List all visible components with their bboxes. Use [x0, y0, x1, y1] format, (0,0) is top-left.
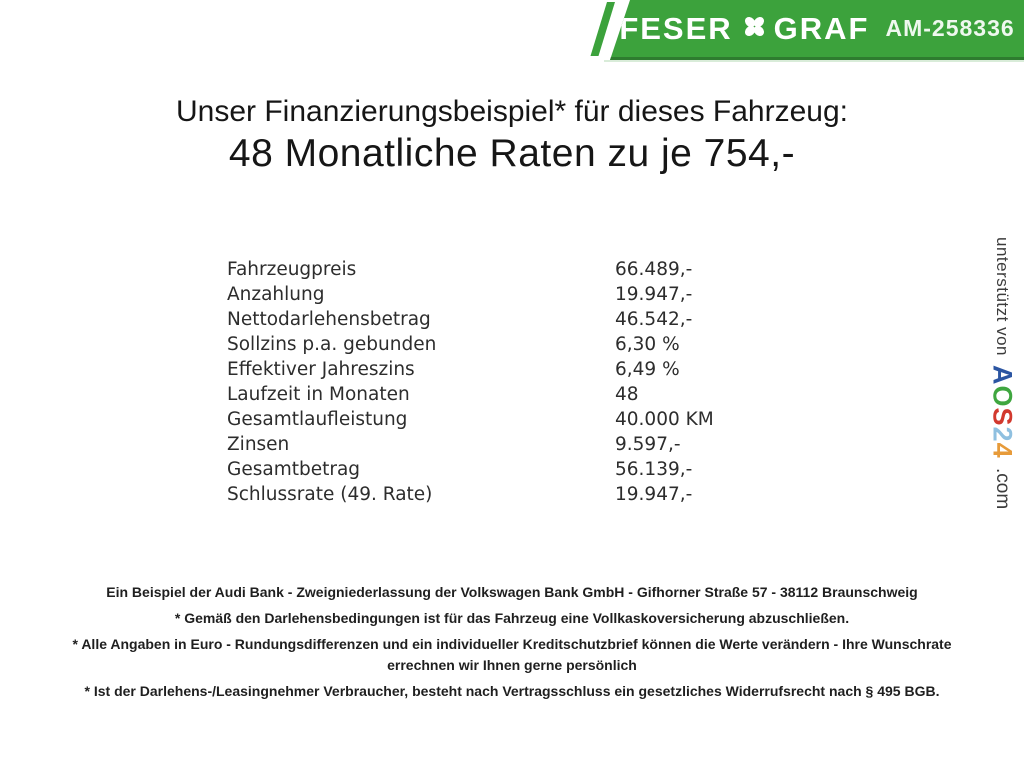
table-row: Gesamtlaufleistung 40.000 KM: [227, 407, 714, 432]
row-label: Sollzins p.a. gebunden: [227, 334, 437, 355]
financing-table-body: Fahrzeugpreis 66.489,- Anzahlung 19.947,- Ne…: [227, 257, 714, 507]
row-label: Gesamtbetrag: [227, 459, 361, 480]
table-row: Laufzeit in Monaten 48: [227, 382, 714, 407]
row-label: Fahrzeugpreis: [227, 259, 357, 280]
row-value: 56.139,-: [615, 459, 693, 480]
row-label: Gesamtlaufleistung: [227, 409, 408, 430]
headline: Unser Finanzierungsbeispiel* für dieses …: [0, 93, 1024, 175]
table-row: Schlussrate (49. Rate) 19.947,-: [227, 482, 714, 507]
logo-letter: 2: [987, 426, 1018, 443]
row-value: 19.947,-: [615, 284, 693, 305]
row-value: 46.542,-: [615, 309, 693, 330]
table-row: Fahrzeugpreis 66.489,-: [227, 257, 714, 282]
row-value: 6,30 %: [615, 334, 680, 355]
row-value: 66.489,-: [615, 259, 693, 280]
row-label: Anzahlung: [227, 284, 325, 305]
dealer-banner: FESER GRAF AM-258336: [610, 0, 1024, 60]
table-row: Gesamtbetrag 56.139,-: [227, 457, 714, 482]
dealer-brand-right: GRAF: [773, 11, 870, 46]
row-value: 40.000 KM: [615, 409, 714, 430]
aos24-logo-suffix: .com: [992, 467, 1013, 509]
legal-paragraph: Ein Beispiel der Audi Bank - Zweignieder…: [106, 584, 918, 600]
row-label: Laufzeit in Monaten: [227, 384, 410, 405]
headline-rate: 48 Monatliche Raten zu je 754,-: [228, 131, 796, 175]
row-value: 9.597,-: [615, 434, 681, 455]
row-value: 48: [615, 384, 639, 405]
banner-decorative-sliver: [590, 2, 615, 56]
table-row: Sollzins p.a. gebunden 6,30 %: [227, 332, 714, 357]
banner-underline: [604, 60, 1024, 62]
supported-by-label: unterstützt von: [993, 237, 1012, 357]
row-label: Nettodarlehensbetrag: [227, 309, 431, 330]
dealer-brand-left: FESER: [619, 11, 733, 46]
table-row: Nettodarlehensbetrag 46.542,-: [227, 307, 714, 332]
row-label: Schlussrate (49. Rate): [227, 484, 433, 505]
row-label: Zinsen: [227, 434, 290, 455]
legal-paragraph: * Alle Angaben in Euro - Rundungsdiffere…: [72, 636, 952, 673]
row-label: Effektiver Jahreszins: [227, 359, 415, 380]
clover-icon: [742, 14, 767, 44]
table-row: Zinsen 9.597,-: [227, 432, 714, 457]
vehicle-reference-badge: AM-258336: [885, 15, 1015, 41]
row-value: 19.947,-: [615, 484, 693, 505]
supported-by-strip: unterstützt von AOS24 .com: [984, 237, 1020, 509]
legal-paragraph: * Gemäß den Darlehensbedingungen ist für…: [174, 610, 850, 626]
financing-table: Fahrzeugpreis 66.489,- Anzahlung 19.947,- Ne…: [227, 257, 714, 507]
legal-paragraph: * Ist der Darlehens-/Leasingnehmer Verbr…: [84, 683, 940, 699]
table-row: Anzahlung 19.947,-: [227, 282, 714, 307]
logo-letter: S: [987, 407, 1018, 427]
logo-letter: A: [987, 365, 1018, 386]
headline-intro: Unser Finanzierungsbeispiel* für dieses …: [175, 95, 848, 128]
row-value: 6,49 %: [615, 359, 680, 380]
logo-letter: O: [987, 385, 1018, 408]
aos24-logo: AOS24: [987, 365, 1018, 459]
legal-footer: Ein Beispiel der Audi Bank - Zweignieder…: [62, 577, 962, 707]
table-row: Effektiver Jahreszins 6,49 %: [227, 357, 714, 382]
logo-letter: 4: [987, 442, 1018, 459]
